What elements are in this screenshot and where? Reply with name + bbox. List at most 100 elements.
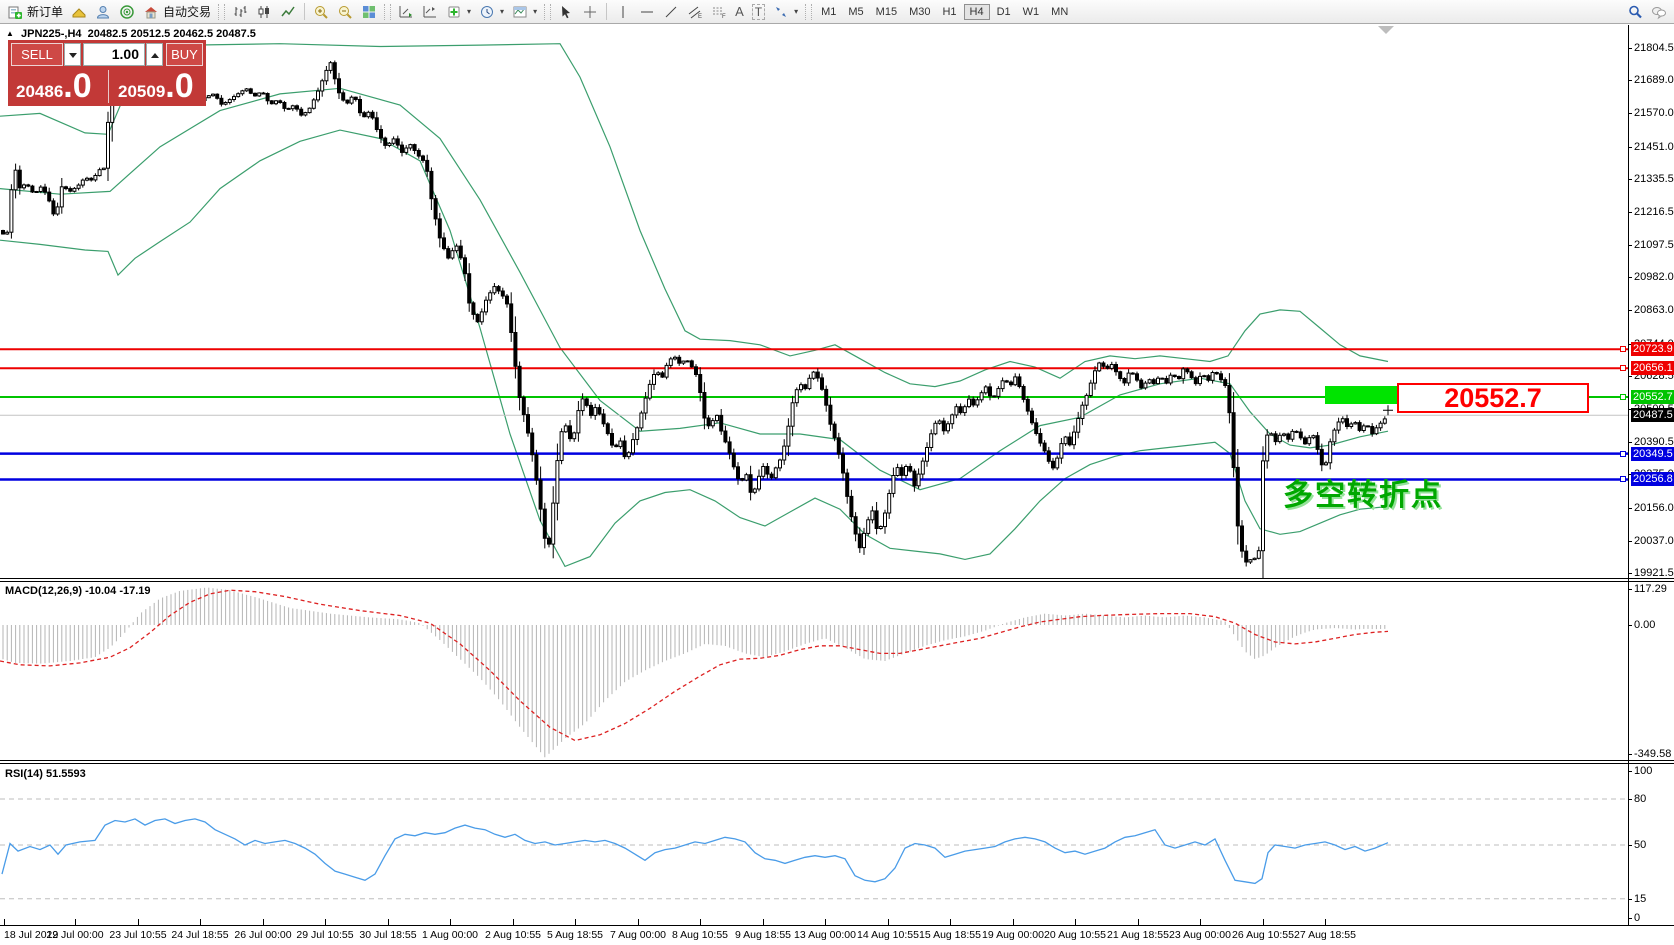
channel-tool-button[interactable]: E	[683, 2, 707, 22]
timeframe-d1[interactable]: D1	[996, 5, 1011, 18]
candle-body	[635, 427, 640, 440]
chart-shift-button[interactable]	[394, 2, 418, 22]
add-indicator-icon	[448, 6, 460, 17]
time-tick-label[interactable]: 23 Aug 00:00	[1169, 929, 1231, 941]
time-tick-label[interactable]: 23 Jul 10:55	[109, 929, 167, 941]
time-tick-label[interactable]: 24 Jul 18:55	[171, 929, 229, 941]
candlestick-chart-button[interactable]	[252, 2, 276, 22]
time-tick-label[interactable]: 30 Jul 18:55	[359, 929, 417, 941]
macd-pane-canvas[interactable]	[0, 582, 1674, 758]
time-tick-label[interactable]: 26 Jul 00:00	[234, 929, 292, 941]
zoom-out-button[interactable]	[333, 2, 357, 22]
hline-tool-button[interactable]	[635, 2, 659, 22]
time-tick-label[interactable]: 29 Jul 10:55	[296, 929, 354, 941]
text-tool-button[interactable]: A	[731, 2, 748, 22]
candle-body	[937, 420, 942, 424]
tile-windows-button[interactable]	[357, 2, 381, 22]
search-button[interactable]	[1623, 2, 1647, 22]
pane-separator[interactable]	[0, 763, 1674, 764]
timeframe-m5[interactable]: M5	[848, 5, 864, 18]
timeframe-w1[interactable]: W1	[1022, 5, 1040, 18]
timeframe-h4[interactable]: H4	[963, 3, 990, 20]
timeframe-mn[interactable]: MN	[1051, 5, 1069, 18]
autotrading-button[interactable]: 自动交易	[139, 2, 215, 22]
candle-body	[530, 432, 535, 456]
rsi-tick-mark	[1628, 771, 1632, 772]
time-tick-label[interactable]: 26 Aug 10:55	[1232, 929, 1294, 941]
time-tick-label[interactable]: 22 Jul 00:00	[46, 929, 104, 941]
candle-body	[101, 167, 106, 171]
candle-body	[610, 433, 614, 446]
candle-body	[757, 475, 761, 490]
time-tick-label[interactable]: 14 Aug 10:55	[857, 929, 919, 941]
time-tick-label[interactable]: 2 Aug 10:55	[484, 929, 542, 941]
contacts-button[interactable]	[91, 2, 115, 22]
rsi-tick-mark	[1628, 899, 1632, 900]
arrows-tool-button[interactable]: ▾	[769, 2, 802, 22]
timeframe-m15[interactable]: M15	[875, 5, 898, 18]
chart-dropdown-triangle-icon[interactable]	[1378, 26, 1394, 34]
sell-button[interactable]: SELL	[11, 43, 63, 66]
broadcast-button[interactable]	[115, 2, 139, 22]
indicators-button[interactable]: ▾	[442, 2, 475, 22]
time-tick-label[interactable]: 15 Aug 18:55	[919, 929, 981, 941]
time-tick-label[interactable]: 5 Aug 18:55	[546, 929, 604, 941]
trendline-tool-button[interactable]	[659, 2, 683, 22]
pane-separator[interactable]	[0, 581, 1674, 582]
time-tick-label[interactable]: 27 Aug 18:55	[1294, 929, 1356, 941]
new-order-button[interactable]: 新订单	[3, 2, 67, 22]
pane-separator[interactable]	[0, 760, 1674, 761]
text-label-tool-button[interactable]: T	[748, 2, 769, 22]
bar-chart-button[interactable]	[228, 2, 252, 22]
timeframe-m30[interactable]: M30	[909, 5, 931, 18]
time-tick-mark	[825, 919, 826, 925]
annotation-text[interactable]: 多空转折点	[1283, 479, 1443, 512]
candle-body	[950, 414, 955, 425]
one-click-trading-panel: SELL 1.00 BUY 20486.0 20509.0	[8, 40, 206, 106]
volume-decrease-button[interactable]	[64, 43, 81, 66]
time-tick-label[interactable]: 9 Aug 18:55	[734, 929, 792, 941]
fibonacci-tool-button[interactable]: F	[707, 2, 731, 22]
macd-tick-mark	[1628, 589, 1632, 590]
chat-button[interactable]	[1647, 2, 1671, 22]
green-zone-rectangle[interactable]	[1325, 386, 1405, 404]
crosshair-tool-button[interactable]	[578, 2, 602, 22]
zoom-in-button[interactable]	[309, 2, 333, 22]
volume-input[interactable]: 1.00	[83, 43, 145, 66]
timeframe-m1[interactable]: M1	[821, 5, 837, 18]
candle-body	[887, 493, 892, 514]
cursor-tool-button[interactable]	[554, 2, 578, 22]
templates-button[interactable]: ▾	[508, 2, 541, 22]
periods-button[interactable]: ▾	[475, 2, 508, 22]
candle-body	[1151, 379, 1156, 385]
buy-price-display[interactable]: 20509.0	[118, 67, 194, 105]
time-tick-label[interactable]: 21 Aug 18:55	[1107, 929, 1169, 941]
sell-price-display[interactable]: 20486.0	[16, 67, 92, 105]
line-chart-button[interactable]	[276, 2, 300, 22]
time-tick-label[interactable]: 1 Aug 00:00	[421, 929, 479, 941]
vline-tool-button[interactable]	[611, 2, 635, 22]
candle-body	[492, 286, 497, 294]
time-tick-label[interactable]: 7 Aug 00:00	[609, 929, 667, 941]
toolbar-grip	[805, 3, 813, 20]
time-tick-label[interactable]: 18 Jul 2019	[4, 929, 59, 941]
timeframe-h1[interactable]: H1	[942, 5, 957, 18]
price-alert-label[interactable]: 20552.7	[1397, 383, 1589, 413]
candle-body	[1042, 442, 1047, 452]
candle-body	[895, 467, 900, 477]
buy-button[interactable]: BUY	[166, 43, 203, 66]
time-tick-label[interactable]: 8 Aug 10:55	[671, 929, 729, 941]
price-tick-label: 21097.5	[1634, 239, 1674, 251]
candle-body	[752, 488, 757, 493]
volume-increase-button[interactable]	[146, 43, 163, 66]
pane-separator[interactable]	[0, 578, 1674, 579]
time-tick-label[interactable]: 19 Aug 00:00	[982, 929, 1044, 941]
time-tick-label[interactable]: 13 Aug 00:00	[794, 929, 856, 941]
rsi-pane-canvas[interactable]	[0, 764, 1674, 925]
time-tick-mark	[1325, 919, 1326, 925]
time-tick-label[interactable]: 20 Aug 10:55	[1044, 929, 1106, 941]
profile-button[interactable]	[67, 2, 91, 22]
price-tick-label: 20390.5	[1634, 436, 1674, 448]
macd-tick-mark	[1628, 625, 1632, 626]
chart-autoscroll-button[interactable]	[418, 2, 442, 22]
